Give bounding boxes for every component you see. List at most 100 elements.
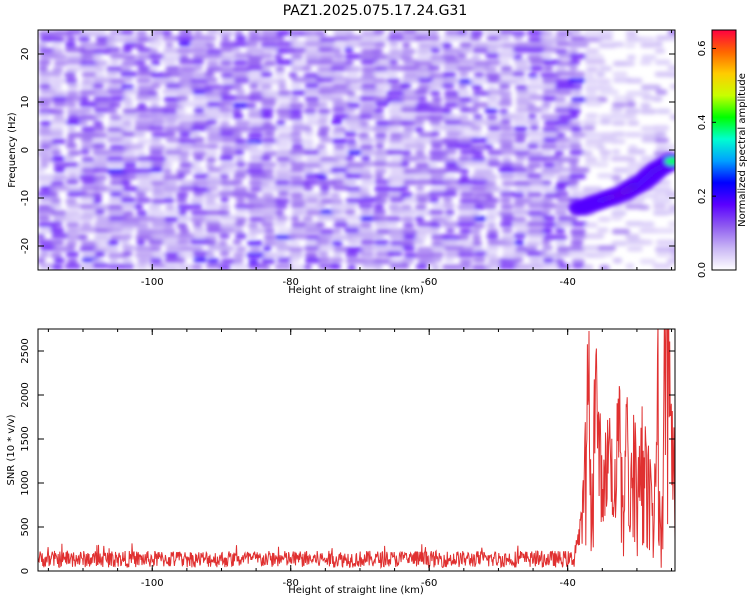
spectrogram-cell bbox=[207, 185, 219, 192]
spectrogram-cell bbox=[260, 53, 274, 59]
spectrogram-cell bbox=[190, 78, 209, 84]
spectrogram-cell bbox=[428, 30, 439, 36]
spectrogram-cell bbox=[176, 108, 186, 114]
spectrogram-cell bbox=[95, 72, 105, 79]
spectrogram-cell bbox=[429, 119, 442, 126]
spectrogram-cell bbox=[79, 120, 88, 126]
spectrogram-cell bbox=[333, 35, 350, 42]
spectrogram-cell bbox=[302, 65, 312, 72]
spectrogram-cell bbox=[389, 258, 402, 265]
spectrogram-cell bbox=[473, 246, 484, 253]
spectrogram-cell bbox=[487, 101, 502, 107]
spectrogram-cell bbox=[554, 96, 566, 103]
spectrogram-cell bbox=[78, 36, 91, 42]
spectrogram-cell bbox=[275, 108, 292, 114]
spectrogram-cell bbox=[205, 198, 216, 205]
spectrogram-cell bbox=[527, 72, 538, 79]
spectrogram-cell bbox=[360, 239, 375, 245]
spectrogram-cell bbox=[134, 204, 143, 210]
spectrogram-cell bbox=[470, 30, 484, 36]
spectrogram-cell bbox=[92, 143, 106, 149]
spectrogram-cell bbox=[176, 192, 189, 198]
spectrogram-cell bbox=[67, 150, 81, 156]
spectrogram-cell bbox=[333, 222, 349, 228]
spectrogram-cell bbox=[262, 245, 272, 252]
spectrogram-cell bbox=[192, 35, 211, 41]
spectrogram-cell bbox=[120, 84, 135, 90]
spectrogram-cell bbox=[541, 228, 553, 234]
spectrogram-cell bbox=[473, 204, 485, 210]
spectrogram-cell bbox=[641, 95, 655, 101]
spectrogram-cell bbox=[134, 131, 146, 138]
spectrogram-cell bbox=[92, 77, 114, 84]
spectrogram-cell bbox=[317, 119, 328, 125]
spectrogram-cell bbox=[625, 60, 636, 67]
spectrogram-cell bbox=[233, 173, 247, 179]
spectrogram-cell bbox=[151, 131, 169, 138]
spectrogram-cell bbox=[484, 108, 498, 114]
colorbar: 0.0 0.2 0.4 0.6 Normalized spectral amplitu… bbox=[697, 29, 748, 278]
spectrogram-cell bbox=[205, 221, 222, 228]
spectrogram-cell bbox=[219, 155, 234, 161]
spectrogram-cell bbox=[359, 251, 375, 258]
spectrogram-cell bbox=[484, 66, 497, 72]
spectrogram-cell bbox=[263, 47, 278, 53]
spectrogram-cell bbox=[333, 53, 345, 60]
spectrogram-cell bbox=[109, 191, 123, 197]
spectrogram-cell bbox=[458, 71, 469, 77]
spectrogram-cell bbox=[486, 233, 499, 240]
spectrogram-cell bbox=[344, 227, 361, 234]
x-tick-label: -40 bbox=[560, 578, 576, 589]
spectrogram-cell bbox=[456, 53, 467, 59]
spectrogram-cell bbox=[94, 30, 107, 36]
spectrogram-cell bbox=[52, 221, 63, 227]
spectrogram-cell bbox=[178, 59, 195, 65]
spectrogram-cell bbox=[135, 107, 149, 113]
y-tick-label: 500 bbox=[20, 517, 31, 536]
spectrogram-cell bbox=[38, 215, 51, 221]
spectrogram-cell bbox=[473, 251, 488, 257]
spectrogram-cell bbox=[515, 89, 530, 96]
spectrogram-cell bbox=[65, 77, 78, 84]
spectrogram-cell bbox=[346, 72, 360, 78]
spectrogram-cell bbox=[163, 180, 178, 187]
spectrogram-cell bbox=[360, 186, 371, 192]
spectrogram-cell bbox=[569, 65, 578, 71]
spectrogram-cell bbox=[556, 246, 570, 252]
spectrogram-cell bbox=[568, 179, 580, 185]
spectrogram-cell bbox=[66, 228, 80, 234]
spectrogram-cell bbox=[332, 113, 351, 120]
spectrogram-cell bbox=[585, 72, 595, 79]
spectrogram-cell bbox=[557, 263, 571, 269]
spectrogram-cell bbox=[472, 47, 489, 54]
spectrogram-cell bbox=[485, 72, 501, 79]
spectrogram-cell bbox=[515, 228, 531, 235]
spectrogram-cell bbox=[331, 149, 348, 156]
spectrogram-cell bbox=[221, 149, 240, 156]
spectrogram-cell bbox=[361, 72, 377, 79]
spectrogram-cell bbox=[400, 240, 416, 246]
spectrogram-cell bbox=[260, 71, 273, 78]
spectrogram-cell bbox=[444, 257, 455, 263]
spectrogram-cell bbox=[50, 185, 70, 191]
spectrogram-cell bbox=[361, 35, 376, 42]
spectrogram-cell bbox=[361, 155, 371, 161]
spectrogram-cell bbox=[568, 245, 586, 252]
spectrogram-cell bbox=[585, 66, 599, 73]
spectrogram-cell bbox=[65, 59, 86, 65]
spectrogram-cell bbox=[107, 168, 128, 175]
spectrogram-cell bbox=[304, 245, 322, 251]
spectrogram-cell bbox=[543, 120, 559, 126]
spectrogram-cell bbox=[344, 155, 355, 162]
spectrogram-cell bbox=[52, 66, 64, 73]
spectrogram-cell bbox=[667, 209, 675, 215]
spectrogram-cell bbox=[498, 90, 512, 97]
spectrogram-cell bbox=[386, 251, 403, 257]
spectrogram-cell bbox=[78, 234, 88, 240]
spectrogram-cell bbox=[190, 131, 200, 138]
spectrogram-cell bbox=[554, 161, 564, 168]
spectrogram-cell bbox=[290, 215, 300, 222]
spectrogram-cell bbox=[540, 173, 556, 179]
spectrogram-cell bbox=[542, 89, 561, 95]
spectrogram-cell bbox=[95, 60, 108, 66]
